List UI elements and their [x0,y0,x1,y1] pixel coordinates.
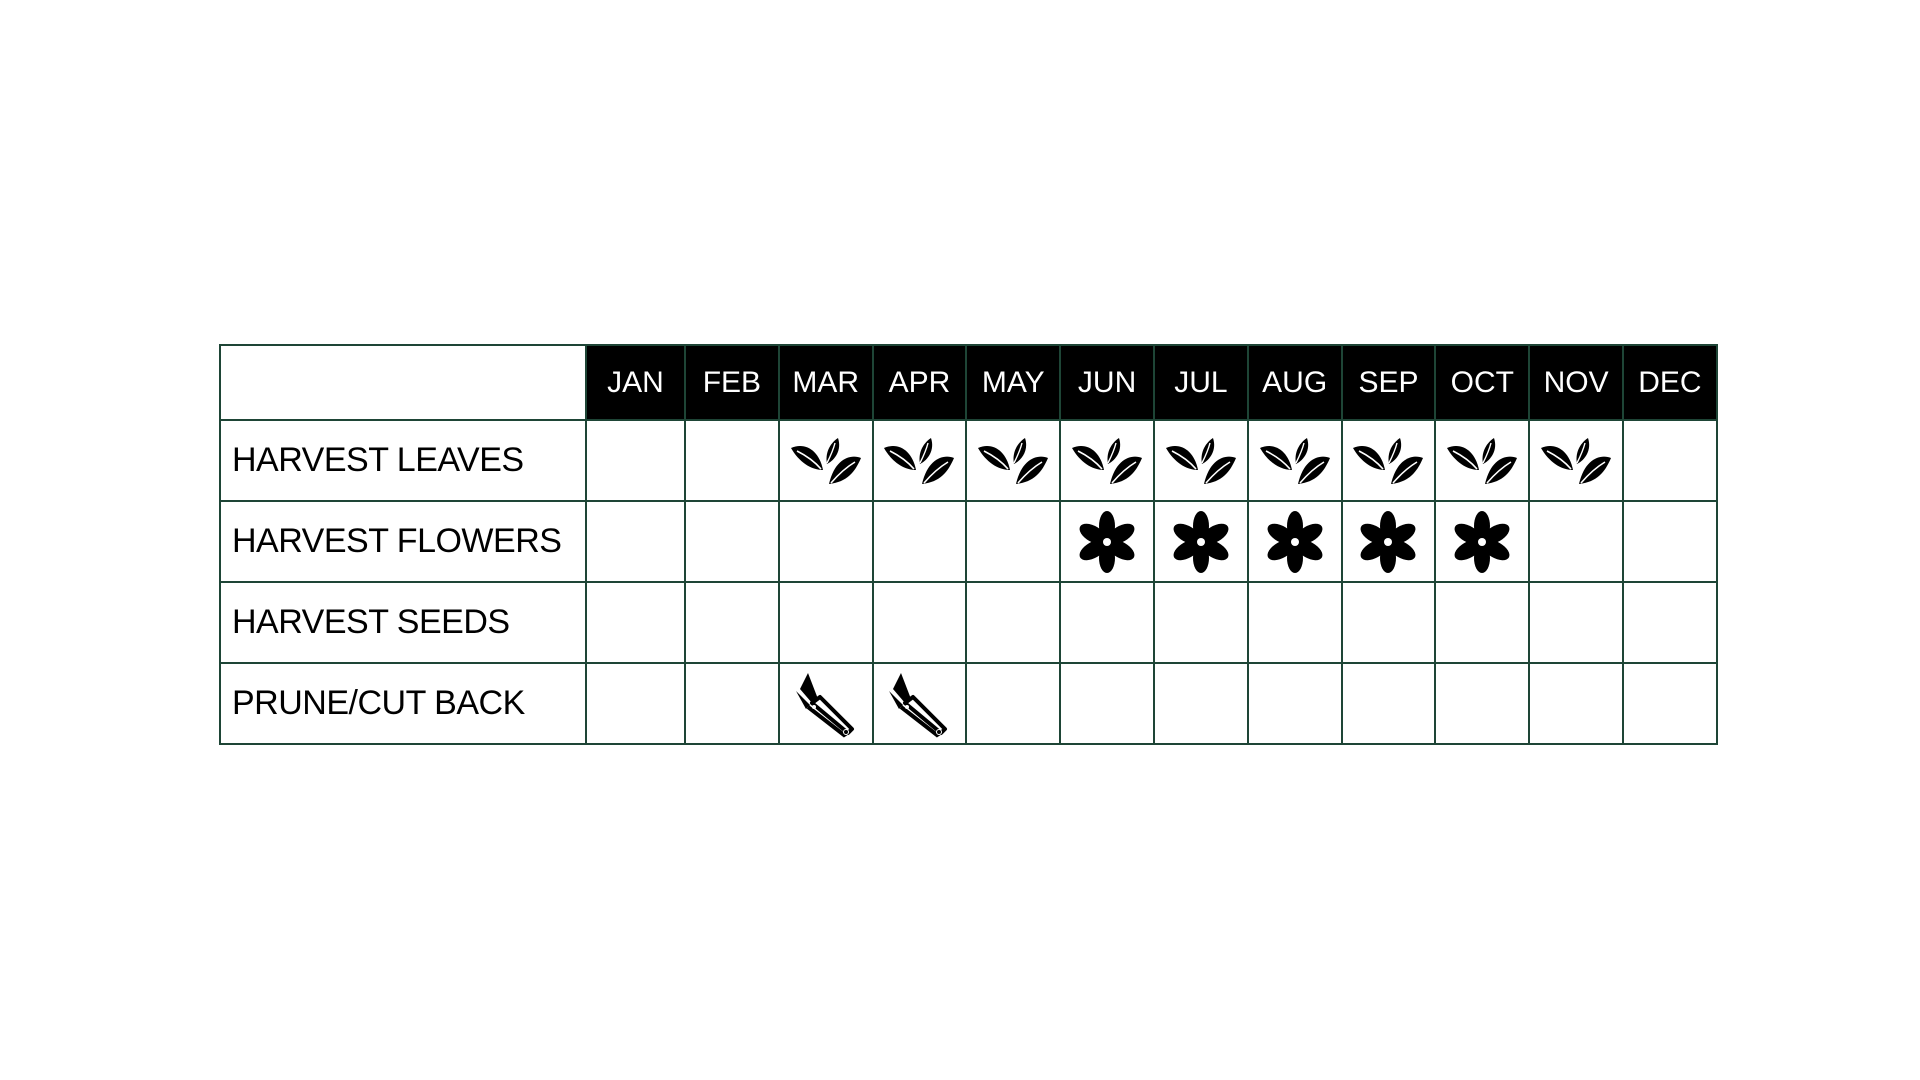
cell-dec [1621,419,1718,502]
cell-may [965,581,1062,664]
table-row: PRUNE/CUT BACK [219,662,1718,745]
cell-feb [684,500,780,583]
cell-nov [1528,500,1624,583]
leaves-icon [1249,436,1341,486]
cell-may [965,500,1062,583]
flower-icon [1436,510,1528,574]
cell-sep [1340,662,1437,745]
cell-mar [777,500,874,583]
cell-nov [1528,662,1624,745]
row-label: HARVEST LEAVES [219,419,587,502]
leaves-icon [1530,436,1622,486]
cell-dec [1621,662,1718,745]
cell-may [965,419,1062,502]
cell-oct [1434,581,1531,664]
row-label: HARVEST SEEDS [219,581,587,664]
row-label: PRUNE/CUT BACK [219,662,587,745]
cell-mar [777,662,874,745]
cell-jun [1059,419,1155,502]
shears-icon [780,669,872,739]
table-row: HARVEST LEAVES [219,419,1718,502]
cell-sep [1340,500,1437,583]
cell-apr [871,419,968,502]
cell-aug [1246,662,1343,745]
row-label: HARVEST FLOWERS [219,500,587,583]
cell-jul [1152,662,1249,745]
cell-aug [1246,500,1343,583]
cell-jul [1152,419,1249,502]
month-header-sep: SEP [1340,344,1437,421]
cell-jan [585,500,686,583]
table-row: HARVEST FLOWERS [219,500,1718,583]
header-row: JAN FEB MAR APR MAY JUN JUL AUG SEP OCT NOV DEC [219,344,1718,421]
table-row: HARVEST SEEDS [219,581,1718,664]
flower-icon [1343,510,1435,574]
cell-jan [585,419,686,502]
cell-sep [1340,581,1437,664]
leaves-icon [1436,436,1528,486]
month-header-apr: APR [871,344,968,421]
harvest-calendar-table: JAN FEB MAR APR MAY JUN JUL AUG SEP OCT NOV DEC HAR… [219,344,1718,745]
leaves-icon [1343,436,1435,486]
cell-jul [1152,500,1249,583]
month-header-nov: NOV [1528,344,1624,421]
cell-jun [1059,581,1155,664]
leaves-icon [874,436,966,486]
cell-dec [1621,581,1718,664]
leaves-icon [780,436,872,486]
leaves-icon [967,436,1059,486]
month-header-mar: MAR [777,344,874,421]
cell-nov [1528,581,1624,664]
leaves-icon [1061,436,1153,486]
month-header-aug: AUG [1246,344,1343,421]
cell-jun [1059,500,1155,583]
flower-icon [1061,510,1153,574]
cell-aug [1246,581,1343,664]
cell-apr [871,500,968,583]
cell-mar [777,581,874,664]
cell-apr [871,662,968,745]
flower-icon [1249,510,1341,574]
corner-cell [219,344,587,421]
cell-apr [871,581,968,664]
cell-jan [585,581,686,664]
cell-oct [1434,500,1531,583]
month-header-feb: FEB [684,344,780,421]
cell-feb [684,581,780,664]
cell-nov [1528,419,1624,502]
month-header-oct: OCT [1434,344,1531,421]
cell-feb [684,662,780,745]
cell-dec [1621,500,1718,583]
month-header-jul: JUL [1152,344,1249,421]
cell-may [965,662,1062,745]
shears-icon [874,669,966,739]
leaves-icon [1155,436,1247,486]
month-header-may: MAY [965,344,1062,421]
month-header-dec: DEC [1621,344,1718,421]
cell-jul [1152,581,1249,664]
flower-icon [1155,510,1247,574]
cell-aug [1246,419,1343,502]
cell-mar [777,419,874,502]
cell-sep [1340,419,1437,502]
cell-jan [585,662,686,745]
month-header-jun: JUN [1059,344,1155,421]
cell-oct [1434,419,1531,502]
month-header-jan: JAN [585,344,686,421]
cell-feb [684,419,780,502]
cell-oct [1434,662,1531,745]
cell-jun [1059,662,1155,745]
